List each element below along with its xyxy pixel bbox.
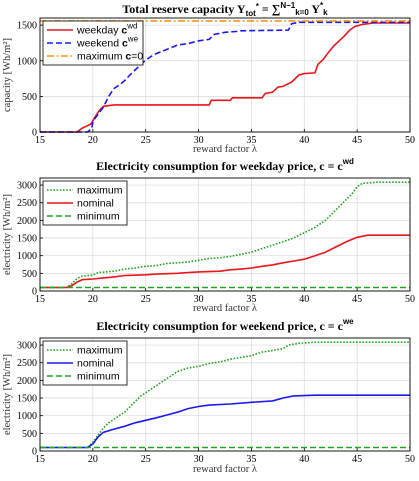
x-tick-label: 45	[352, 135, 362, 146]
y-tick-label: 0	[32, 447, 37, 458]
x-tick-label: 35	[246, 135, 256, 146]
y-tick-label: 1000	[17, 411, 37, 422]
legend-entry-1: maximum	[77, 345, 123, 357]
series-line-2	[40, 21, 410, 133]
x-tick-label: 15	[35, 454, 45, 465]
series-line-2	[40, 394, 410, 449]
x-tick-label: 45	[352, 454, 362, 465]
x-tick-label: 20	[88, 135, 98, 146]
legend-entry-3: maximum c=0	[77, 51, 143, 63]
y-tick-label: 1500	[17, 394, 37, 405]
axes-frame	[39, 337, 411, 452]
y-tick-label: 3000	[17, 341, 37, 352]
x-tick-label: 50	[405, 135, 415, 146]
legend-entry-1: weekday cwd	[76, 22, 137, 37]
legend-entry-2: nominal	[77, 358, 114, 370]
x-tick-label: 30	[194, 454, 204, 465]
legend-entry-2: weekend cwe	[76, 35, 139, 50]
chart-title: Electricity consumption for weekend pric…	[96, 317, 354, 333]
x-axis-label: reward factor λ	[193, 144, 258, 155]
x-tick-label: 50	[405, 454, 415, 465]
legend-entry-1: maximum	[77, 185, 123, 197]
x-tick-label: 25	[141, 294, 151, 305]
y-axis-label: electricity [Wh/m²]	[2, 194, 13, 275]
legend-entry-3: minimum	[77, 211, 120, 223]
legend-entry-2: nominal	[77, 198, 114, 210]
legend-entry-3: minimum	[77, 371, 120, 383]
y-tick-label: 500	[22, 92, 37, 103]
x-axis-label: reward factor λ	[193, 464, 258, 475]
series-line-1	[40, 181, 410, 289]
x-tick-label: 35	[246, 454, 256, 465]
chart-panel-3: 15 20 25 30 35 40 45 50050010001500200025003000…	[2, 317, 415, 475]
x-tick-label: 40	[299, 294, 309, 305]
y-tick-label: 2000	[17, 216, 37, 227]
y-tick-label: 500	[22, 429, 37, 440]
x-tick-label: 25	[141, 135, 151, 146]
chart-panel-2: 15 20 25 30 35 40 45 50050010001500200025003000…	[2, 157, 415, 314]
series-line-1	[40, 341, 410, 449]
y-axis-label: electricity [Wh/m²]	[2, 354, 13, 435]
series-line-2	[40, 234, 410, 289]
x-tick-label: 40	[299, 135, 309, 146]
y-axis-label: capacity [Wh/m²]	[2, 38, 13, 112]
y-tick-label: 1500	[17, 234, 37, 245]
y-tick-label: 500	[22, 269, 37, 280]
x-tick-label: 35	[246, 294, 256, 305]
x-tick-label: 40	[299, 454, 309, 465]
x-tick-label: 20	[88, 454, 98, 465]
y-tick-label: 3000	[17, 181, 37, 192]
x-tick-label: 25	[141, 454, 151, 465]
y-tick-label: 0	[32, 287, 37, 298]
y-tick-label: 0	[32, 128, 37, 139]
x-tick-label: 15	[35, 135, 45, 146]
x-tick-label: 30	[194, 294, 204, 305]
axes-frame	[39, 177, 411, 292]
y-tick-label: 2000	[17, 376, 37, 387]
series-line-1	[40, 22, 410, 133]
y-tick-label: 1500	[17, 21, 37, 32]
x-tick-label: 45	[352, 294, 362, 305]
y-tick-label: 2500	[17, 358, 37, 369]
axes-frame	[39, 17, 411, 133]
y-tick-label: 1000	[17, 56, 37, 67]
x-axis-label: reward factor λ	[193, 303, 258, 314]
x-tick-label: 20	[88, 294, 98, 305]
x-tick-label: 15	[35, 294, 45, 305]
y-tick-label: 2500	[17, 198, 37, 209]
y-tick-label: 1000	[17, 251, 37, 262]
chart-title: Electricity consumption for weekday pric…	[96, 157, 354, 173]
chart-title: Total reserve capacity Ytot* = ∑N−1k=0 Y…	[122, 1, 328, 18]
x-tick-label: 50	[405, 294, 415, 305]
x-tick-label: 30	[194, 135, 204, 146]
